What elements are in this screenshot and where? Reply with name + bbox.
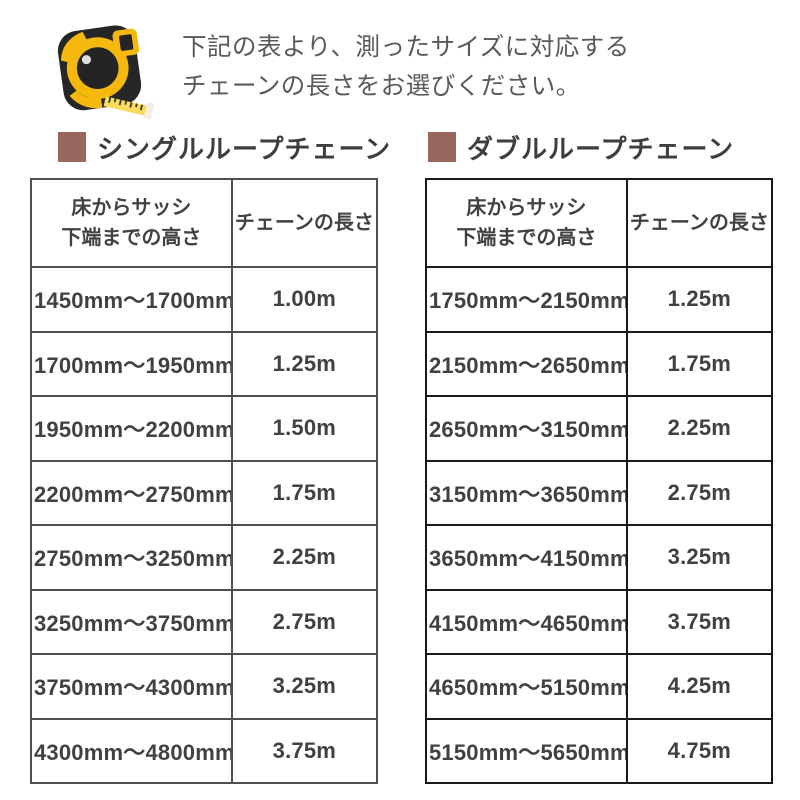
length-cell: 2.75m: [625, 459, 774, 526]
double-loop-title: ダブルループチェーン: [425, 130, 773, 164]
range-cell: 1950mm〜2200mm: [30, 395, 233, 462]
col-header-chain-length: チェーンの長さ: [625, 178, 774, 268]
range-cell: 3650mm〜4150mm: [425, 524, 628, 591]
range-cell: 4150mm〜4650mm: [425, 588, 628, 655]
length-cell: 4.25m: [625, 653, 774, 720]
length-cell: 2.25m: [230, 524, 379, 591]
col-header-height-line2: 下端までの高さ: [61, 227, 202, 249]
title-square-icon: [428, 132, 456, 162]
table-header-row: 床からサッシ 下端までの高さ チェーンの長さ: [425, 178, 774, 268]
chain-tables: シングルループチェーン 床からサッシ 下端までの高さ チェーンの長さ 1450m…: [0, 130, 800, 784]
length-cell: 1.25m: [625, 266, 774, 333]
single-loop-title: シングルループチェーン: [30, 130, 390, 164]
instruction-line-1: 下記の表より、測ったサイズに対応する: [182, 34, 630, 61]
table-row: 1450mm〜1700mm 1.00m: [30, 266, 379, 333]
table-row: 4150mm〜4650mm 3.75m: [425, 588, 774, 655]
length-cell: 3.75m: [625, 588, 774, 655]
length-cell: 1.25m: [230, 330, 379, 397]
table-row: 2650mm〜3150mm 2.25m: [425, 395, 774, 462]
single-loop-section: シングルループチェーン 床からサッシ 下端までの高さ チェーンの長さ 1450m…: [30, 130, 390, 784]
length-cell: 1.00m: [230, 266, 379, 333]
length-cell: 1.75m: [625, 330, 774, 397]
length-cell: 1.75m: [230, 459, 379, 526]
table-row: 3750mm〜4300mm 3.25m: [30, 653, 379, 720]
table-header-row: 床からサッシ 下端までの高さ チェーンの長さ: [30, 178, 379, 268]
table-row: 4650mm〜5150mm 4.25m: [425, 653, 774, 720]
length-cell: 4.75m: [625, 717, 774, 784]
range-cell: 2200mm〜2750mm: [30, 459, 233, 526]
table-row: 1950mm〜2200mm 1.50m: [30, 395, 379, 462]
col-header-height-line1: 床からサッシ: [71, 197, 192, 219]
range-cell: 4650mm〜5150mm: [425, 653, 628, 720]
table-row: 2750mm〜3250mm 2.25m: [30, 524, 379, 591]
table-row: 3150mm〜3650mm 2.75m: [425, 459, 774, 526]
col-header-height: 床からサッシ 下端までの高さ: [425, 178, 628, 268]
title-square-icon: [58, 132, 86, 162]
table-row: 2200mm〜2750mm 1.75m: [30, 459, 379, 526]
length-cell: 1.50m: [230, 395, 379, 462]
col-header-height-line2: 下端までの高さ: [456, 227, 597, 249]
double-loop-title-label: ダブルループチェーン: [467, 133, 735, 164]
length-cell: 2.25m: [625, 395, 774, 462]
range-cell: 2650mm〜3150mm: [425, 395, 628, 462]
range-cell: 1750mm〜2150mm: [425, 266, 628, 333]
range-cell: 2750mm〜3250mm: [30, 524, 233, 591]
length-cell: 3.25m: [230, 653, 379, 720]
instruction-header: 下記の表より、測ったサイズに対応する チェーンの長さをお選びください。: [0, 0, 800, 126]
col-header-height-line1: 床からサッシ: [466, 197, 587, 219]
range-cell: 1450mm〜1700mm: [30, 266, 233, 333]
col-header-height: 床からサッシ 下端までの高さ: [30, 178, 233, 268]
instruction-line-2: チェーンの長さをお選びください。: [182, 73, 581, 100]
double-loop-section: ダブルループチェーン 床からサッシ 下端までの高さ チェーンの長さ 1750mm…: [425, 130, 774, 784]
range-cell: 5150mm〜5650mm: [425, 717, 628, 784]
table-row: 1700mm〜1950mm 1.25m: [30, 330, 379, 397]
range-cell: 3250mm〜3750mm: [30, 588, 233, 655]
range-cell: 3150mm〜3650mm: [425, 459, 628, 526]
length-cell: 2.75m: [230, 588, 379, 655]
table-row: 4300mm〜4800mm 3.75m: [30, 717, 379, 784]
table-row: 3250mm〜3750mm 2.75m: [30, 588, 379, 655]
range-cell: 3750mm〜4300mm: [30, 653, 233, 720]
range-cell: 1700mm〜1950mm: [30, 330, 233, 397]
instruction-text: 下記の表より、測ったサイズに対応する チェーンの長さをお選びください。: [182, 28, 630, 106]
table-row: 1750mm〜2150mm 1.25m: [425, 266, 774, 333]
range-cell: 4300mm〜4800mm: [30, 717, 233, 784]
single-loop-title-label: シングルループチェーン: [97, 133, 392, 164]
double-loop-table: 床からサッシ 下端までの高さ チェーンの長さ 1750mm〜2150mm 1.25…: [425, 178, 774, 784]
table-row: 2150mm〜2650mm 1.75m: [425, 330, 774, 397]
range-cell: 2150mm〜2650mm: [425, 330, 628, 397]
table-row: 3650mm〜4150mm 3.25m: [425, 524, 774, 591]
table-row: 5150mm〜5650mm 4.75m: [425, 717, 774, 784]
length-cell: 3.25m: [625, 524, 774, 591]
tape-measure-icon: [48, 22, 166, 122]
col-header-chain-length: チェーンの長さ: [230, 178, 379, 268]
length-cell: 3.75m: [230, 717, 379, 784]
single-loop-table: 床からサッシ 下端までの高さ チェーンの長さ 1450mm〜1700mm 1.00…: [30, 178, 379, 784]
